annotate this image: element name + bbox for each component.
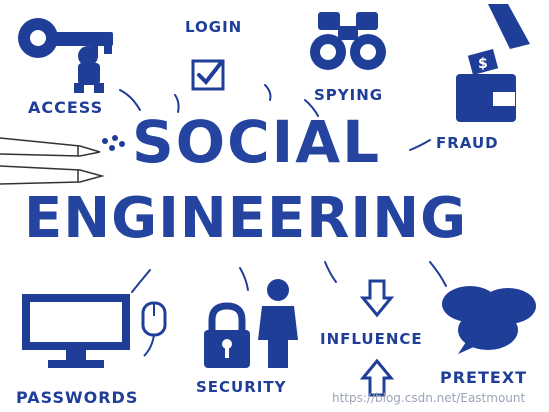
label-pretext: PRETEXT [440, 368, 528, 387]
label-spying: SPYING [314, 86, 384, 104]
wallet-icon: $ [456, 4, 530, 122]
headline-line2: ENGINEERING [24, 186, 468, 251]
arrow-up-icon [360, 358, 394, 397]
padlock-icon [204, 302, 250, 368]
key-icon [18, 18, 113, 93]
arrow-down-icon [360, 279, 394, 318]
computer-icon [22, 294, 130, 368]
mouse-icon [141, 301, 167, 357]
label-fraud: FRAUD [436, 134, 499, 152]
person-icon [258, 279, 298, 368]
speech-bubbles-icon [442, 286, 536, 354]
label-login: LOGIN [185, 18, 243, 36]
label-influence: INFLUENCE [320, 330, 423, 348]
label-security: SECURITY [196, 378, 287, 396]
binoculars-icon [310, 12, 386, 70]
headline-line1: SOCIAL [132, 108, 382, 176]
svg-text:$: $ [478, 56, 488, 72]
label-passwords: PASSWORDS [16, 388, 139, 407]
pencil-icon [0, 135, 125, 185]
checkbox-icon [191, 59, 225, 91]
label-access: ACCESS [28, 98, 104, 117]
watermark: https://blog.csdn.net/Eastmount [332, 391, 526, 405]
